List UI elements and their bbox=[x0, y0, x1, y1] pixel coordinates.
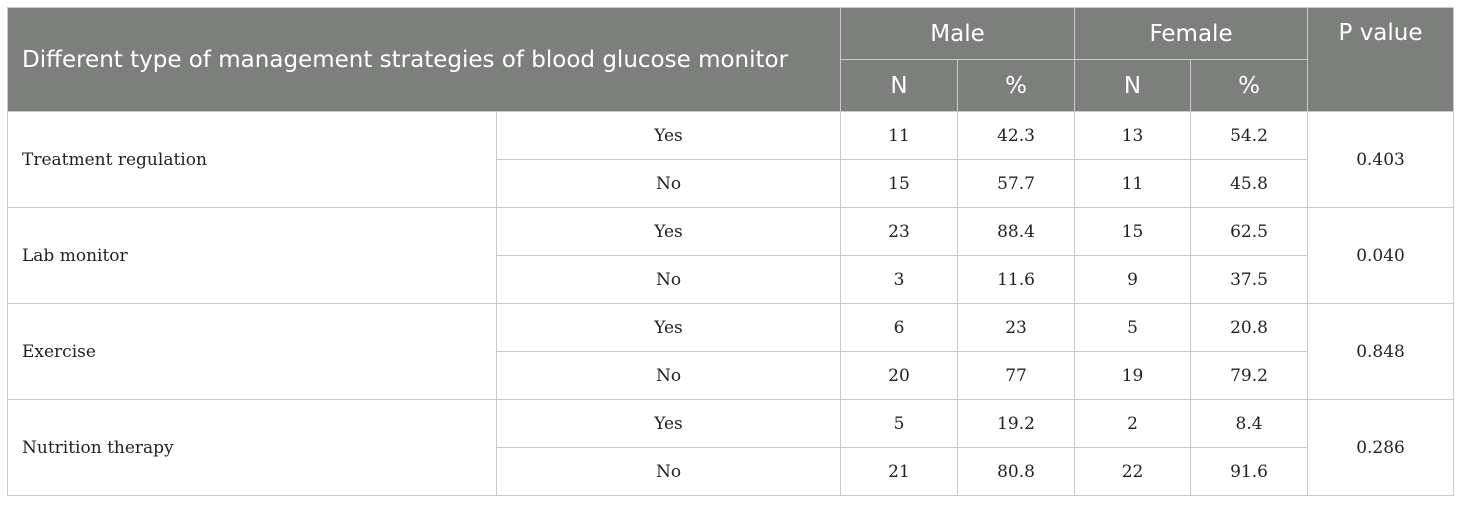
response-label: No bbox=[496, 447, 841, 496]
table-row: Exercise Yes 6 23 5 20.8 0.848 bbox=[7, 303, 1455, 400]
female-n-cell: 19 bbox=[1074, 351, 1192, 400]
p-value-cell: 0.403 bbox=[1307, 111, 1455, 208]
p-value-cell: 0.286 bbox=[1307, 399, 1455, 496]
strategy-label: Lab monitor bbox=[7, 207, 497, 304]
male-pct-header: % bbox=[956, 59, 1076, 112]
male-n-cell: 20 bbox=[840, 351, 958, 400]
female-pct-cell: 8.4 bbox=[1190, 399, 1309, 448]
strategy-label: Treatment regulation bbox=[7, 111, 497, 208]
male-pct-cell: 77 bbox=[956, 351, 1076, 400]
male-pct-cell: 80.8 bbox=[956, 447, 1076, 496]
male-n-cell: 11 bbox=[840, 111, 958, 160]
table-header: Different type of management strategies … bbox=[7, 7, 1455, 112]
female-pct-cell: 62.5 bbox=[1190, 207, 1309, 256]
female-n-cell: 5 bbox=[1074, 303, 1192, 352]
response-label: Yes bbox=[496, 207, 841, 256]
strategy-label: Exercise bbox=[7, 303, 497, 400]
male-n-cell: 6 bbox=[840, 303, 958, 352]
table-body: Treatment regulation Yes 11 42.3 13 54.2… bbox=[7, 111, 1455, 496]
results-table: Different type of management strategies … bbox=[7, 7, 1455, 496]
female-pct-header: % bbox=[1190, 59, 1309, 112]
female-n-cell: 11 bbox=[1074, 159, 1192, 208]
male-n-cell: 21 bbox=[840, 447, 958, 496]
table-row: No 21 80.8 22 91.6 bbox=[8, 447, 1454, 496]
p-value-cell: 0.848 bbox=[1307, 303, 1455, 400]
male-pct-cell: 23 bbox=[956, 303, 1076, 352]
male-header: Male bbox=[839, 7, 1076, 60]
response-label: No bbox=[496, 255, 841, 304]
female-pct-cell: 91.6 bbox=[1190, 447, 1309, 496]
male-n-cell: 15 bbox=[840, 159, 958, 208]
female-pct-cell: 20.8 bbox=[1190, 303, 1309, 352]
table-row: Lab monitor Yes 23 88.4 15 62.5 0.040 bbox=[7, 207, 1455, 304]
female-pct-cell: 45.8 bbox=[1190, 159, 1309, 208]
female-n-cell: 2 bbox=[1074, 399, 1192, 448]
response-label: Yes bbox=[496, 111, 841, 160]
table-title: Different type of management strategies … bbox=[7, 7, 841, 112]
response-label: No bbox=[496, 159, 841, 208]
table-row: No 15 57.7 11 45.8 bbox=[8, 159, 1454, 208]
female-n-cell: 13 bbox=[1074, 111, 1192, 160]
female-pct-cell: 54.2 bbox=[1190, 111, 1309, 160]
response-label: No bbox=[496, 351, 841, 400]
male-n-cell: 23 bbox=[840, 207, 958, 256]
male-pct-cell: 19.2 bbox=[956, 399, 1076, 448]
female-n-header: N bbox=[1074, 59, 1192, 112]
table-row: Nutrition therapy Yes 5 19.2 2 8.4 0.286 bbox=[7, 399, 1455, 496]
female-n-cell: 22 bbox=[1074, 447, 1192, 496]
p-value-cell: 0.040 bbox=[1307, 207, 1455, 304]
p-value-header: P value bbox=[1307, 7, 1455, 112]
strategy-label: Nutrition therapy bbox=[7, 399, 497, 496]
table-row: No 20 77 19 79.2 bbox=[8, 351, 1454, 400]
male-n-cell: 5 bbox=[840, 399, 958, 448]
male-pct-cell: 11.6 bbox=[956, 255, 1076, 304]
response-label: Yes bbox=[496, 303, 841, 352]
table-row: No 3 11.6 9 37.5 bbox=[8, 255, 1454, 304]
response-label: Yes bbox=[496, 399, 841, 448]
male-pct-cell: 42.3 bbox=[956, 111, 1076, 160]
table-row: Treatment regulation Yes 11 42.3 13 54.2… bbox=[7, 111, 1455, 208]
male-pct-cell: 88.4 bbox=[956, 207, 1076, 256]
male-n-header: N bbox=[840, 59, 958, 112]
female-pct-cell: 37.5 bbox=[1190, 255, 1309, 304]
female-pct-cell: 79.2 bbox=[1190, 351, 1309, 400]
female-n-cell: 15 bbox=[1074, 207, 1192, 256]
male-pct-cell: 57.7 bbox=[956, 159, 1076, 208]
female-header: Female bbox=[1074, 7, 1309, 60]
female-n-cell: 9 bbox=[1074, 255, 1192, 304]
male-n-cell: 3 bbox=[840, 255, 958, 304]
